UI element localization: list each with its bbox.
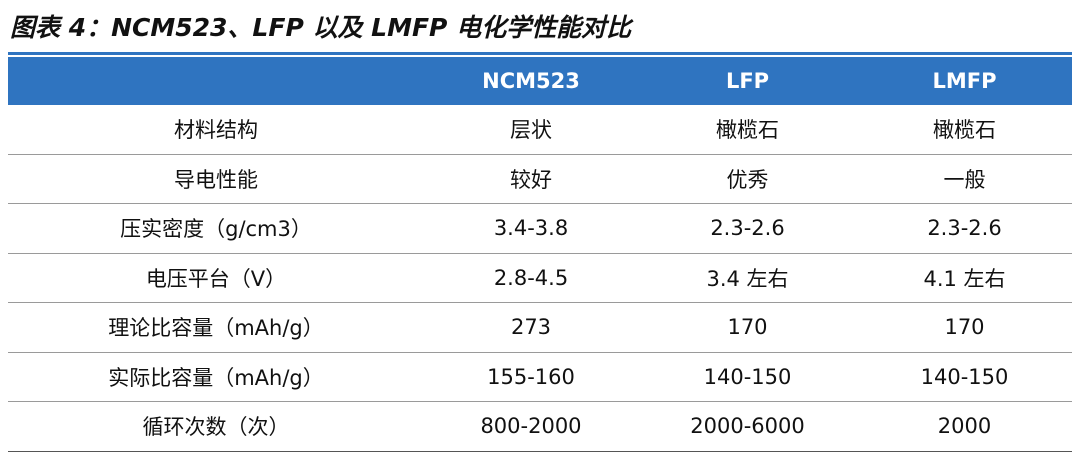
row-label: 材料结构: [8, 105, 424, 155]
cell-ncm523: 较好: [424, 154, 638, 204]
header-row: NCM523 LFP LMFP: [8, 57, 1072, 105]
cell-lmfp: 140-150: [857, 352, 1072, 402]
comparison-table: NCM523 LFP LMFP 材料结构 层状 橄榄石 橄榄石 导电性能 较好 …: [8, 57, 1072, 452]
row-label: 导电性能: [8, 154, 424, 204]
table-row: 循环次数（次） 800-2000 2000-6000 2000: [8, 401, 1072, 452]
table-body: 材料结构 层状 橄榄石 橄榄石 导电性能 较好 优秀 一般 压实密度（g/cm3…: [8, 105, 1072, 452]
cell-ncm523: 3.4-3.8: [424, 203, 638, 254]
header-cell-blank: [8, 57, 424, 105]
table-row: 实际比容量（mAh/g） 155-160 140-150 140-150: [8, 352, 1072, 402]
cell-ncm523: 800-2000: [424, 401, 638, 452]
cell-lmfp: 2.3-2.6: [857, 203, 1072, 254]
table-row: 导电性能 较好 优秀 一般: [8, 154, 1072, 204]
table-header: NCM523 LFP LMFP: [8, 57, 1072, 105]
cell-lfp: 2.3-2.6: [638, 203, 857, 254]
cell-ncm523: 273: [424, 302, 638, 353]
row-label: 电压平台（V）: [8, 253, 424, 303]
title-divider: [8, 52, 1072, 55]
cell-lmfp: 一般: [857, 154, 1072, 204]
cell-lfp: 3.4 左右: [638, 253, 857, 303]
cell-ncm523: 155-160: [424, 352, 638, 402]
cell-lfp: 140-150: [638, 352, 857, 402]
header-cell-ncm523: NCM523: [424, 57, 638, 105]
cell-lfp: 优秀: [638, 154, 857, 204]
row-label: 实际比容量（mAh/g）: [8, 352, 424, 402]
row-label: 压实密度（g/cm3）: [8, 203, 424, 254]
header-cell-lmfp: LMFP: [857, 57, 1072, 105]
table-row: 理论比容量（mAh/g） 273 170 170: [8, 302, 1072, 353]
table-row: 电压平台（V） 2.8-4.5 3.4 左右 4.1 左右: [8, 253, 1072, 303]
cell-lfp: 2000-6000: [638, 401, 857, 452]
cell-lfp: 橄榄石: [638, 105, 857, 155]
row-label: 循环次数（次）: [8, 401, 424, 452]
cell-lmfp: 橄榄石: [857, 105, 1072, 155]
row-label: 理论比容量（mAh/g）: [8, 302, 424, 353]
cell-lfp: 170: [638, 302, 857, 353]
table-row: 压实密度（g/cm3） 3.4-3.8 2.3-2.6 2.3-2.6: [8, 203, 1072, 254]
table-row: 材料结构 层状 橄榄石 橄榄石: [8, 105, 1072, 155]
cell-lmfp: 170: [857, 302, 1072, 353]
cell-lmfp: 4.1 左右: [857, 253, 1072, 303]
header-cell-lfp: LFP: [638, 57, 857, 105]
cell-ncm523: 层状: [424, 105, 638, 155]
cell-lmfp: 2000: [857, 401, 1072, 452]
figure-title: 图表 4：NCM523、LFP 以及 LMFP 电化学性能对比: [10, 13, 632, 42]
cell-ncm523: 2.8-4.5: [424, 253, 638, 303]
